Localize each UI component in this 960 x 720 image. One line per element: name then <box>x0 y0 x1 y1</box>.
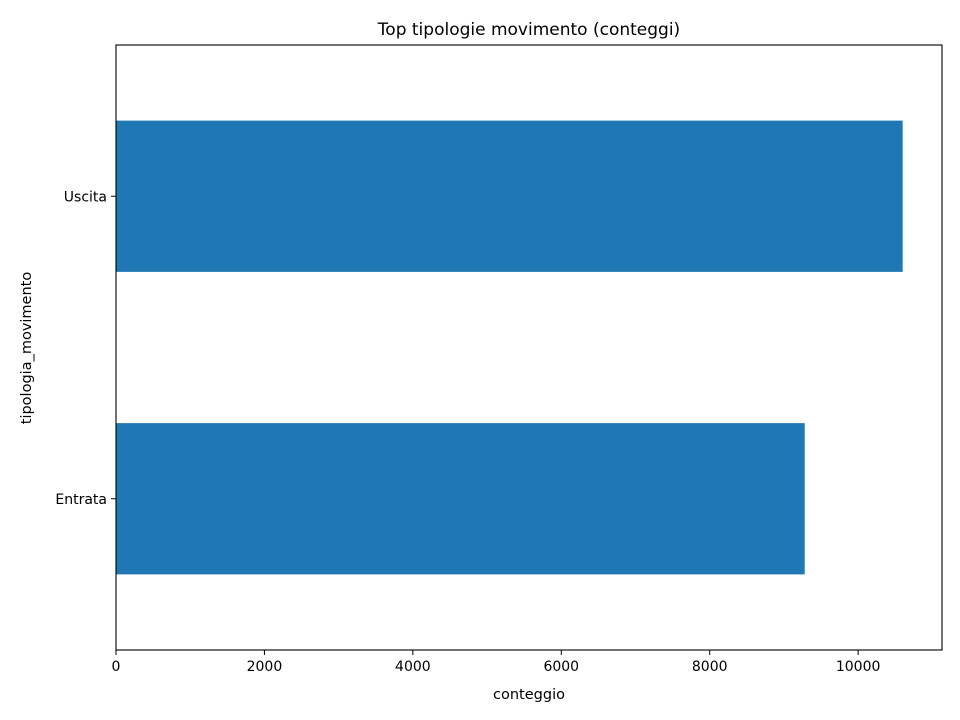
x-axis-label: conteggio <box>493 687 565 703</box>
y-tick-label: Entrata <box>55 492 107 508</box>
bars <box>116 120 903 575</box>
x-axis-ticks: 0 2000 4000 6000 8000 10000 <box>112 650 881 675</box>
x-tick-label: 4000 <box>395 659 431 675</box>
x-tick-label: 0 <box>112 659 121 675</box>
x-tick-label: 10000 <box>836 659 881 675</box>
chart-title: Top tipologie movimento (conteggi) <box>377 20 680 40</box>
bar-entrata <box>116 423 805 575</box>
bar-uscita <box>116 120 903 272</box>
x-tick-label: 6000 <box>543 659 579 675</box>
y-axis-label: tipologia_movimento <box>19 272 35 425</box>
x-tick-label: 8000 <box>692 659 728 675</box>
x-tick-label: 2000 <box>247 659 283 675</box>
y-axis-ticks: Entrata Uscita <box>55 189 116 508</box>
plot-frame <box>115 44 943 651</box>
y-tick-label: Uscita <box>64 189 107 205</box>
